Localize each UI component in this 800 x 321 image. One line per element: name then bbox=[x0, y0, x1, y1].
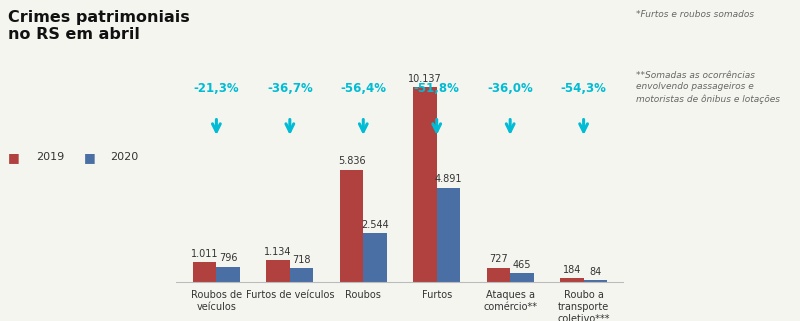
Text: Furtos de veículos: Furtos de veículos bbox=[246, 290, 334, 299]
Text: 796: 796 bbox=[219, 253, 238, 263]
Text: 84: 84 bbox=[590, 267, 602, 277]
Text: -51,8%: -51,8% bbox=[414, 82, 460, 95]
Text: -36,0%: -36,0% bbox=[487, 82, 533, 95]
Text: 184: 184 bbox=[562, 265, 581, 275]
Text: ■: ■ bbox=[84, 151, 96, 164]
Text: 5.836: 5.836 bbox=[338, 156, 366, 166]
Text: 465: 465 bbox=[513, 259, 531, 270]
Text: Furtos: Furtos bbox=[422, 290, 452, 299]
Text: -56,4%: -56,4% bbox=[340, 82, 386, 95]
Text: Roubo a
transporte
coletivo***: Roubo a transporte coletivo*** bbox=[558, 290, 610, 321]
Text: -21,3%: -21,3% bbox=[194, 82, 239, 95]
Text: 2.544: 2.544 bbox=[361, 220, 389, 230]
Text: 718: 718 bbox=[292, 255, 311, 265]
Text: 1.011: 1.011 bbox=[191, 249, 218, 259]
Bar bbox=[290, 268, 314, 282]
Bar bbox=[193, 263, 216, 282]
Text: 727: 727 bbox=[489, 255, 508, 265]
Bar bbox=[363, 233, 386, 282]
Text: Roubos: Roubos bbox=[346, 290, 382, 299]
Text: 1.134: 1.134 bbox=[264, 247, 292, 257]
Bar bbox=[560, 278, 584, 282]
Bar bbox=[584, 280, 607, 282]
Text: ■: ■ bbox=[8, 151, 20, 164]
Bar bbox=[437, 188, 460, 282]
Text: 2019: 2019 bbox=[36, 152, 64, 162]
Bar bbox=[510, 273, 534, 282]
Text: 4.891: 4.891 bbox=[434, 175, 462, 185]
Text: 10.137: 10.137 bbox=[408, 74, 442, 84]
Text: Roubos de
veículos: Roubos de veículos bbox=[191, 290, 242, 312]
Text: *Furtos e roubos somados: *Furtos e roubos somados bbox=[636, 10, 754, 19]
Bar bbox=[216, 267, 240, 282]
Bar bbox=[340, 170, 363, 282]
Bar bbox=[414, 87, 437, 282]
Text: 2020: 2020 bbox=[110, 152, 138, 162]
Text: -54,3%: -54,3% bbox=[561, 82, 606, 95]
Bar bbox=[266, 260, 290, 282]
Bar bbox=[486, 268, 510, 282]
Text: Crimes patrimoniais
no RS em abril: Crimes patrimoniais no RS em abril bbox=[8, 10, 190, 42]
Text: Ataques a
comércio**: Ataques a comércio** bbox=[483, 290, 537, 312]
Text: -36,7%: -36,7% bbox=[267, 82, 313, 95]
Text: **Somadas as ocorrências
envolvendo passageiros e
motoristas de ônibus e lotaçõe: **Somadas as ocorrências envolvendo pass… bbox=[636, 71, 780, 104]
